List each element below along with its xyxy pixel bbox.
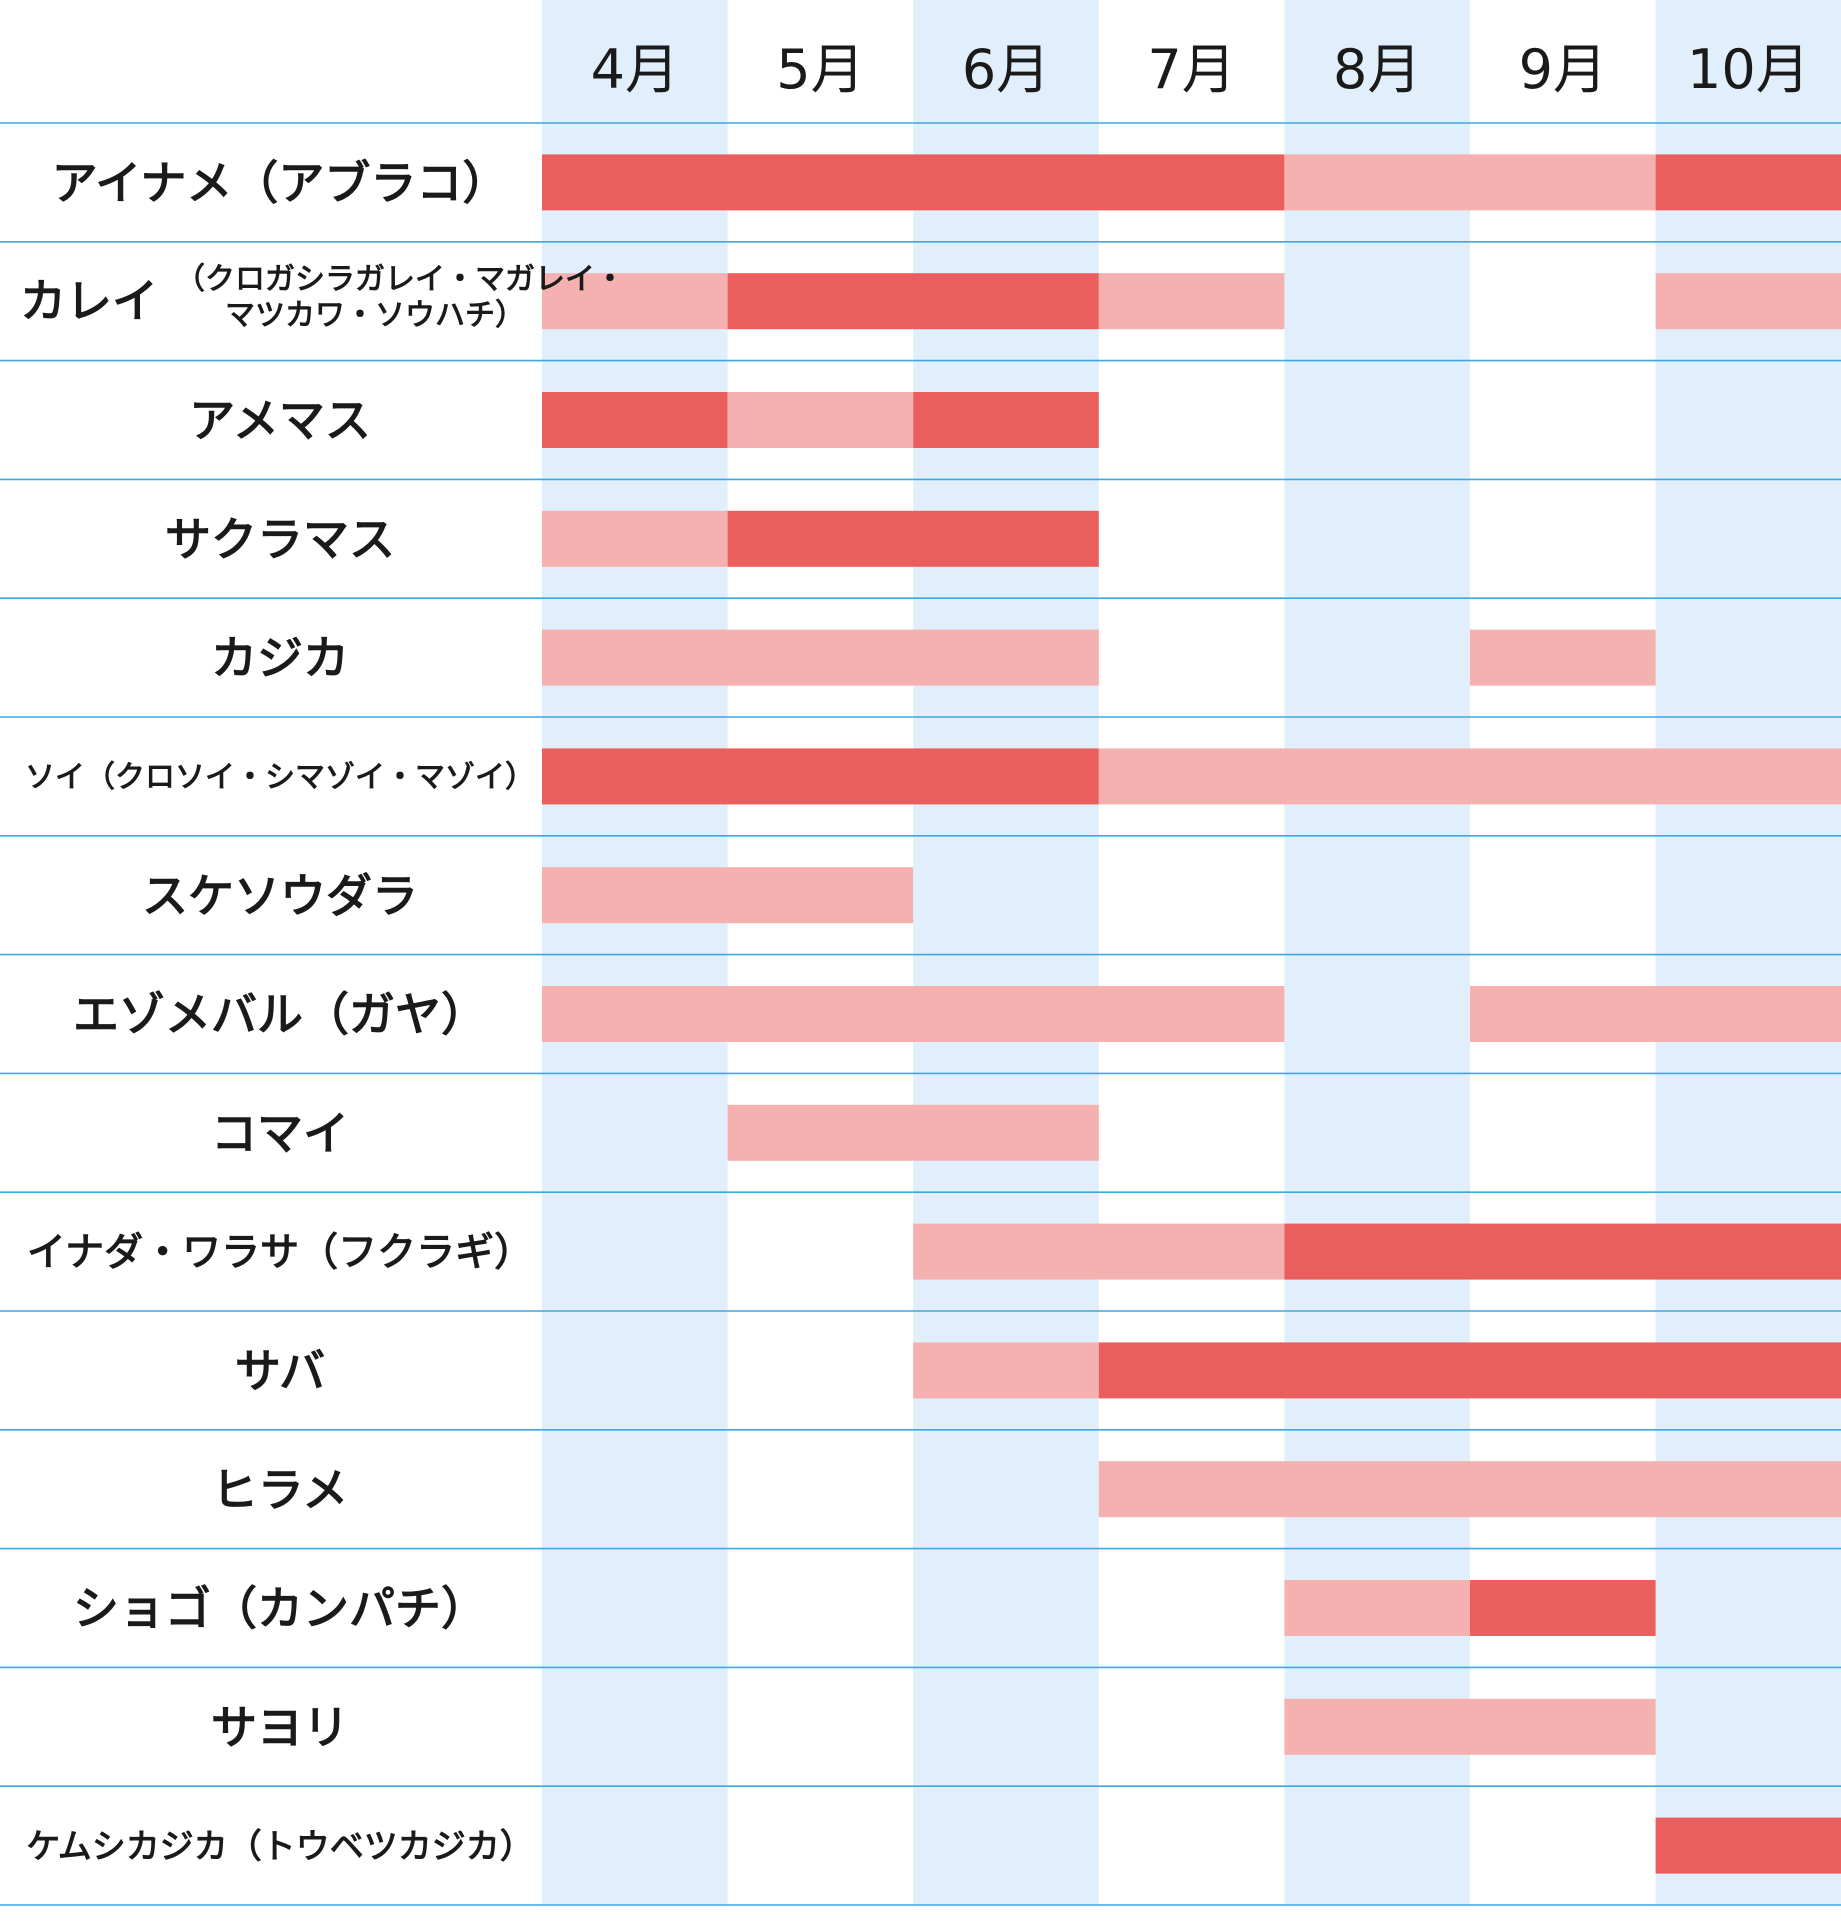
month-label: 7月 [1147,38,1235,101]
species-label: サクラマス [165,512,395,566]
season-bar [727,392,914,448]
species-label: ヒラメ [212,1463,349,1517]
month-label: 9月 [1519,38,1607,101]
season-bar [542,986,1285,1042]
season-bar [542,510,728,567]
season-bar [1470,986,1841,1042]
species-label: アイナメ（アブラコ） [52,156,509,210]
species-label: スケソウダラ [142,869,418,923]
species-sublabel: マツカワ・ソウハチ） [225,298,525,333]
species-label: イナダ・ワラサ（フクラギ） [27,1231,533,1276]
species-label: サバ [235,1344,325,1398]
season-bar [1098,273,1285,330]
season-bar [1655,273,1841,330]
peak-season-bar [1098,1342,1841,1399]
peak-season-bar [1655,154,1841,211]
peak-season-bar [1655,1817,1841,1874]
peak-season-bar [542,154,1285,211]
season-bar [542,629,1099,686]
species-label: サヨリ [211,1700,349,1754]
season-bar [1470,629,1656,686]
season-bar [913,1342,1099,1399]
month-label: 10月 [1687,38,1810,101]
species-label: ソイ（クロソイ・シマゾイ・マゾイ） [25,760,535,795]
species-sublabel: （クロガシラガレイ・マガレイ・ [175,262,625,297]
species-label: アメマス [189,394,371,448]
month-label: 5月 [776,38,864,101]
month-label: 8月 [1333,38,1421,101]
peak-season-bar [727,273,1099,330]
species-label: コマイ [211,1106,349,1160]
species-label: ケムシカジカ（トウベツカジカ） [26,1827,534,1867]
species-label: カジカ [211,631,349,685]
peak-season-bar [542,748,1099,805]
peak-season-bar [542,392,728,448]
season-bar [913,1223,1285,1280]
month-label: 4月 [591,38,679,101]
month-label: 6月 [962,38,1050,101]
season-bar [1284,1698,1656,1755]
peak-season-bar [1470,1580,1656,1636]
species-label: エゾメバル（ガヤ） [73,988,487,1042]
peak-season-bar [913,392,1099,448]
species-label: カレイ [20,274,158,328]
season-bar [1098,748,1841,805]
season-bar [1284,154,1656,211]
species-label: ショゴ（カンパチ） [73,1582,487,1636]
peak-season-bar [727,510,1099,567]
peak-season-bar [1284,1223,1841,1280]
season-bar [542,867,914,924]
season-bar [542,273,728,330]
season-bar [727,1104,1099,1161]
season-bar [1098,1461,1841,1518]
season-bar [1284,1580,1470,1636]
